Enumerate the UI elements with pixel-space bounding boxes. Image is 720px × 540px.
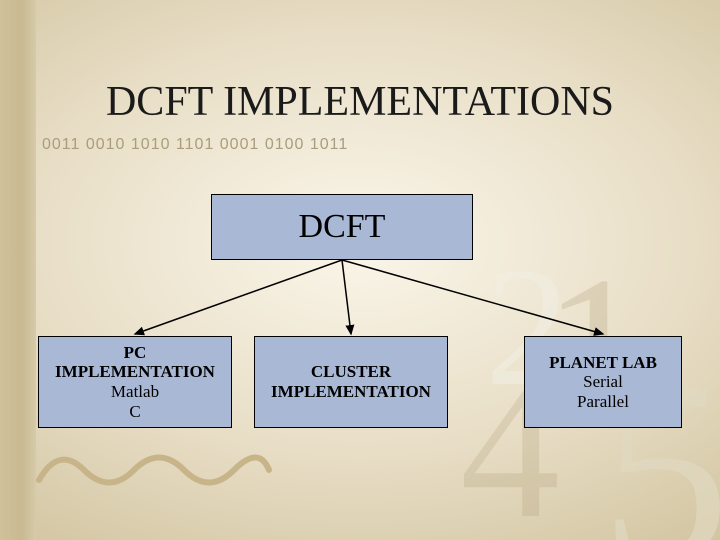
leaf-header: PLANET LAB (549, 353, 657, 373)
root-label: DCFT (299, 208, 386, 246)
leaf-header: PCIMPLEMENTATION (55, 343, 215, 382)
leaf-node-planetlab: PLANET LAB Serial Parallel (524, 336, 682, 428)
leaf-node-pc: PCIMPLEMENTATION Matlab C (38, 336, 232, 428)
leaf-sub1: Matlab (111, 382, 159, 402)
leaf-node-cluster: CLUSTERIMPLEMENTATION (254, 336, 448, 428)
squiggle-decoration (34, 430, 274, 500)
leaf-sub2: C (129, 402, 140, 422)
binary-string: 0011 0010 1010 1101 0001 0100 1011 (42, 136, 348, 154)
leaf-header: CLUSTERIMPLEMENTATION (271, 362, 431, 401)
leaf-sub1: Serial (583, 372, 623, 392)
page-title: DCFT IMPLEMENTATIONS (0, 78, 720, 126)
root-node: DCFT (211, 194, 473, 260)
leaf-sub2: Parallel (577, 392, 629, 412)
